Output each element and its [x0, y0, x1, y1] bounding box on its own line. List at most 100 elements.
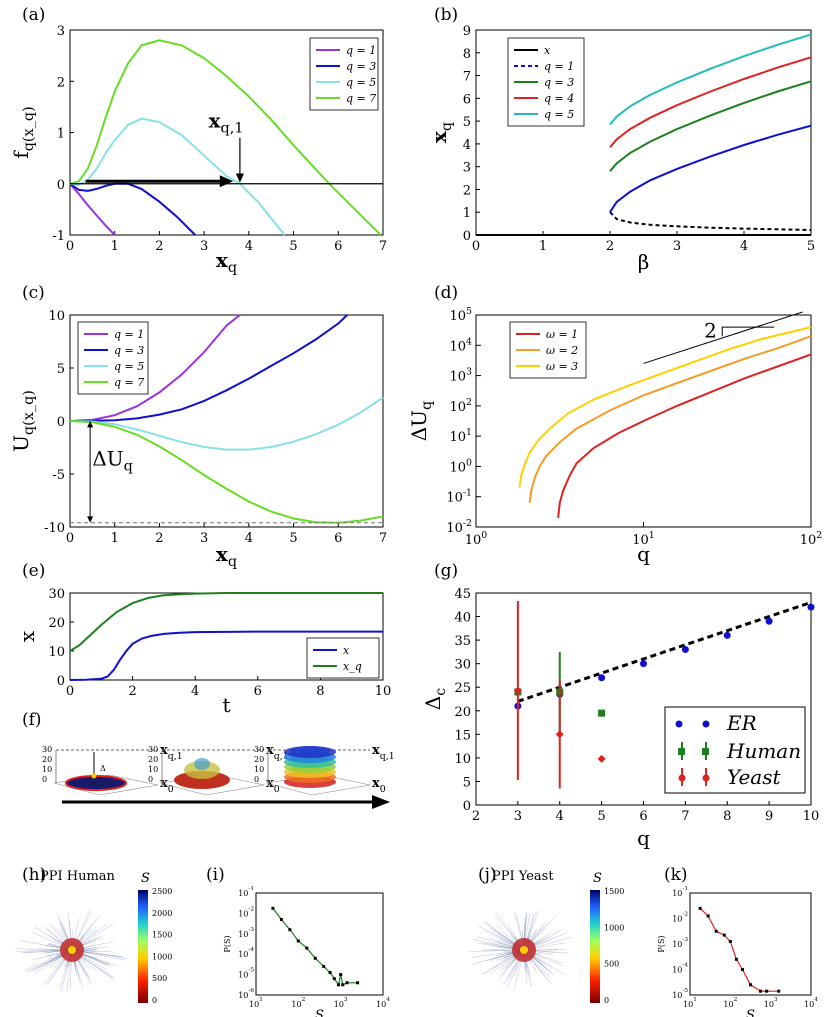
x-axis-label: q — [637, 826, 650, 850]
slope-line — [643, 311, 803, 364]
panel-h-hub — [68, 946, 76, 954]
legend-b-entry: x — [544, 44, 551, 57]
er-point — [807, 603, 815, 611]
y-tick-label: 1 — [463, 206, 471, 221]
panel-i-x-tick: 102 — [291, 997, 305, 1009]
x-tick-label: 1 — [111, 531, 119, 546]
x-axis-label: β — [638, 250, 650, 274]
y-tick-label: -5 — [52, 468, 65, 483]
y-tick-label: 2 — [57, 75, 65, 90]
y-tick-label: 10 — [454, 752, 471, 767]
series-q-3 — [609, 80, 812, 172]
legend-g-swatch — [702, 720, 710, 728]
f-y-tick: 20 — [148, 755, 158, 764]
series-q-5 — [609, 33, 812, 126]
delta-head-up — [87, 421, 94, 428]
y-tick-label: 25 — [454, 681, 471, 696]
panel-label: (a) — [22, 5, 45, 25]
y-axis-label: ΔUq — [407, 401, 435, 442]
panel-i-frame — [255, 892, 384, 996]
x-tick-label: 102 — [800, 530, 823, 548]
legend-g-swatch — [678, 774, 686, 782]
panel-i-marker — [328, 971, 332, 975]
y-tick-label: 45 — [454, 587, 471, 602]
x-tick-label: 5 — [289, 239, 297, 254]
y-axis-label: fq(x_q) — [9, 106, 37, 158]
series-x_q — [69, 592, 383, 652]
panel-h-cb-tick: 500 — [152, 974, 167, 983]
x-tick-label: 6 — [334, 239, 342, 254]
x-tick-label: 6 — [254, 684, 262, 699]
f-label-x0: x0 — [160, 776, 174, 795]
x-tick-label: 7 — [379, 531, 387, 546]
x-tick-label: 5 — [597, 809, 605, 824]
panel-k-marker — [759, 989, 763, 993]
legend-d-entry: ω = 3 — [546, 360, 578, 373]
panel-h-title: PPI Human — [40, 869, 116, 884]
fit-line — [517, 601, 812, 703]
x-tick-label: 2 — [472, 809, 480, 824]
yeast-point — [597, 754, 606, 763]
panel-i-marker — [332, 977, 336, 981]
y-tick-label: 5 — [57, 362, 65, 377]
panel-k-frame — [689, 892, 812, 996]
y-tick-label: 30 — [454, 658, 471, 673]
series--1 — [557, 353, 812, 519]
legend-d-entry: ω = 1 — [546, 328, 578, 341]
panel-i-marker — [356, 981, 360, 985]
legend-a-entry: q = 7 — [346, 92, 376, 105]
x-tick-label: 4 — [556, 809, 564, 824]
panel-k-y-tick: 10-1 — [672, 886, 688, 898]
panel-i-x-tick: 104 — [376, 997, 390, 1009]
x-tick-label: 10 — [803, 809, 820, 824]
series-q-1 — [69, 314, 241, 422]
x-tick-label: 3 — [514, 809, 522, 824]
legend-e-box — [306, 637, 380, 679]
panel-label: (c) — [22, 283, 45, 303]
legend-g-entry: ER — [726, 711, 757, 735]
panel-j-cb-tick: 1500 — [604, 887, 624, 896]
f-y-tick: 0 — [254, 775, 259, 784]
series-q-7 — [69, 39, 382, 236]
y-tick-label: 5 — [463, 775, 471, 790]
x-tick-label: 2 — [155, 531, 163, 546]
f-y-tick: 0 — [42, 775, 47, 784]
y-tick-label: 2 — [463, 183, 471, 198]
series-q-5 — [69, 396, 384, 451]
x-tick-label: 3 — [673, 239, 681, 254]
panel-i-marker — [341, 983, 345, 987]
panel-k-marker — [749, 983, 752, 987]
panel-h-cb-tick: 2500 — [152, 887, 172, 896]
legend-b-entry: q = 4 — [544, 92, 574, 105]
y-tick-label: 30 — [48, 587, 65, 602]
panel-j-colorbar — [590, 890, 600, 1003]
y-tick-label: 3 — [57, 24, 65, 39]
y-tick-label: 105 — [450, 306, 473, 324]
x-tick-label: 2 — [606, 239, 614, 254]
panel-label: (b) — [434, 5, 458, 25]
y-tick-label: 8 — [463, 47, 471, 62]
legend-a-entry: q = 3 — [346, 60, 376, 73]
y-tick-label: 101 — [450, 427, 473, 445]
panel-k-marker — [714, 929, 718, 933]
f-label-x0: x0 — [266, 776, 280, 795]
x-tick-label: 3 — [200, 531, 208, 546]
legend-a-entry: q = 1 — [346, 44, 376, 57]
panel-k-line — [699, 907, 779, 992]
x-tick-label: 0 — [66, 239, 74, 254]
panel-label: (e) — [22, 561, 45, 581]
panel-i-marker — [345, 981, 349, 985]
series-q-1-unstable- — [609, 211, 812, 231]
legend-e-entry: x — [343, 644, 350, 657]
x-tick-label: 2 — [128, 684, 136, 699]
f-label-x0: x0 — [372, 776, 386, 795]
x-tick-label: 2 — [155, 239, 163, 254]
x-tick-label: 4 — [740, 239, 748, 254]
y-tick-label: 4 — [463, 138, 471, 153]
y-tick-label: 103 — [450, 367, 473, 385]
legend-b-entry: q = 5 — [544, 108, 574, 121]
panel-j-cb-tick: 500 — [604, 960, 619, 969]
panel-k-x-label: S — [746, 1008, 755, 1017]
panel-i-marker — [339, 973, 343, 977]
series-q-7 — [69, 420, 384, 524]
